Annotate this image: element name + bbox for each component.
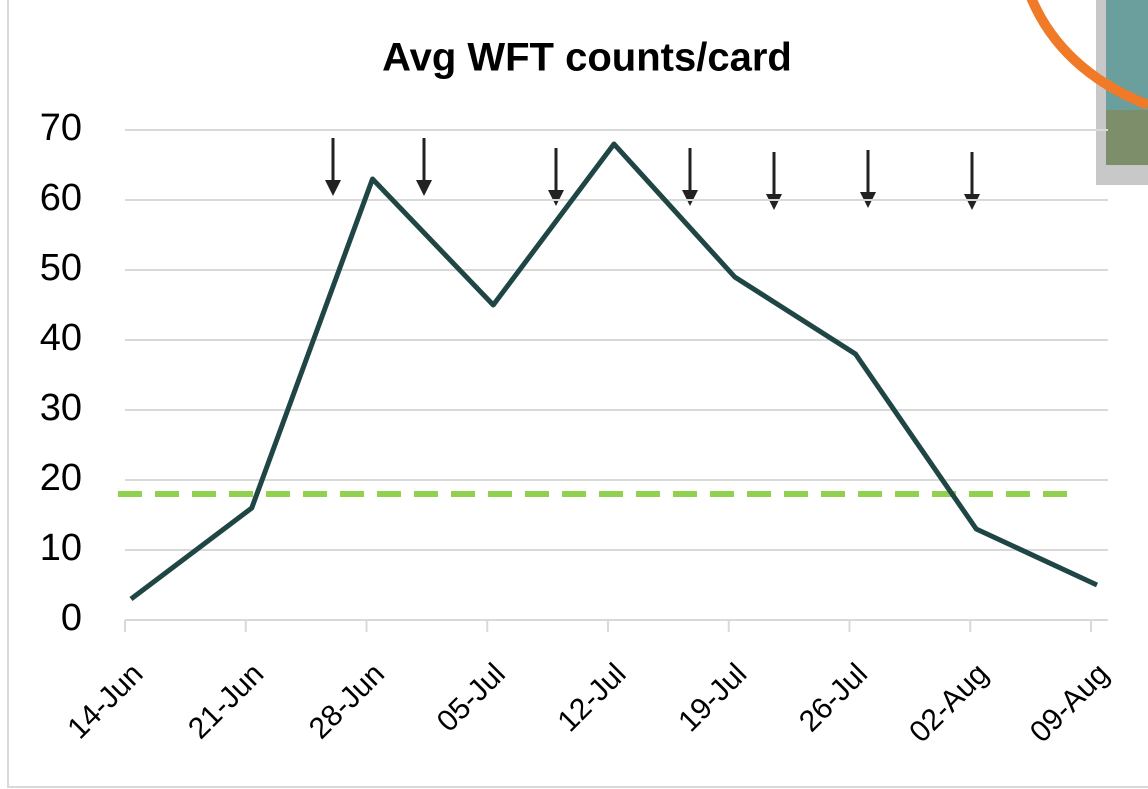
x-tick-label: 21-Jun (182, 657, 270, 745)
x-tick-label: 26-Jul (793, 657, 874, 738)
chart: Avg WFT counts/card 0 10 20 30 40 50 60 70 14-Ju… (0, 0, 1148, 789)
y-tick-label: 20 (40, 457, 82, 499)
y-tick-label: 30 (40, 387, 82, 429)
x-tick-label: 09-Aug (1024, 657, 1116, 749)
x-tick-label: 05-Jul (431, 657, 512, 738)
y-tick-label: 50 (40, 247, 82, 289)
x-tick-label: 02-Aug (903, 657, 995, 749)
x-tick-label: 14-Jun (61, 657, 149, 745)
x-tick-label: 19-Jul (672, 657, 753, 738)
data-line (131, 144, 1097, 599)
y-tick-label: 40 (40, 317, 82, 359)
photo-fragment (1030, 0, 1148, 185)
x-tick-label: 28-Jun (303, 657, 391, 745)
x-tick-label: 12-Jul (551, 657, 632, 738)
chart-title: Avg WFT counts/card (382, 36, 792, 80)
y-tick-label: 70 (40, 107, 82, 149)
y-tick-label: 60 (40, 177, 82, 219)
y-tick-label: 10 (40, 527, 82, 569)
y-tick-label: 0 (61, 597, 82, 639)
